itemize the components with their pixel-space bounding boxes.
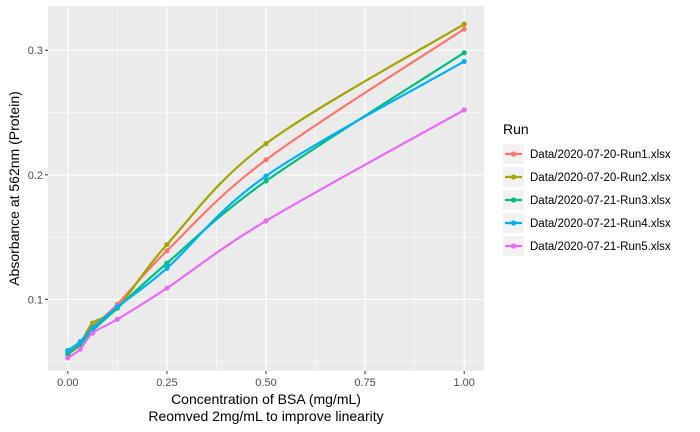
data-point-run-5	[114, 316, 120, 322]
data-point-run-4	[89, 325, 96, 331]
legend-key-point	[510, 151, 517, 157]
x-axis-ticks: 0.00 0.25 0.50 0.75 1.00	[57, 371, 475, 389]
series-layer	[65, 21, 467, 361]
data-point-run-3	[461, 50, 467, 56]
data-point-run-3	[164, 260, 170, 266]
legend-key-point	[510, 197, 517, 203]
y-axis-title: Absorbance at 562nm (Protein)	[6, 91, 22, 286]
y-axis-ticks: 0.1 0.2 0.3	[28, 45, 48, 306]
data-point-run-5	[89, 330, 96, 336]
data-point-run-2	[89, 320, 96, 326]
data-point-run-3	[263, 178, 269, 184]
data-point-run-2	[164, 241, 170, 248]
legend-label-run-5: Data/2020-07-21-Run5.xlsx	[530, 241, 671, 253]
data-point-run-4	[114, 304, 120, 310]
data-point-run-4	[263, 173, 269, 179]
data-point-run-2	[263, 141, 269, 147]
data-point-run-2	[461, 21, 467, 27]
legend-key-point	[510, 174, 517, 180]
x-tick-label: 1.00	[453, 377, 474, 389]
y-tick-label: 0.1	[28, 294, 43, 306]
data-point-run-1	[461, 26, 467, 32]
legend-label-run-1: Data/2020-07-20-Run1.xlsx	[530, 149, 671, 161]
data-point-run-4	[65, 347, 71, 354]
data-point-run-4	[77, 339, 83, 345]
x-tick-label: 0.50	[255, 377, 276, 389]
data-point-run-1	[263, 157, 269, 163]
data-point-run-5	[65, 355, 71, 361]
legend-label-run-4: Data/2020-07-21-Run4.xlsx	[530, 218, 671, 230]
legend-key-point	[510, 243, 517, 249]
y-tick-label: 0.2	[28, 170, 43, 182]
x-axis-subtitle: Reomved 2mg/mL to improve linearity	[148, 408, 383, 424]
legend-key-point	[510, 220, 517, 226]
data-point-run-3	[65, 351, 71, 357]
legend-label-run-3: Data/2020-07-21-Run3.xlsx	[530, 195, 671, 207]
data-point-run-5	[461, 107, 467, 113]
data-point-run-5	[263, 218, 269, 224]
y-tick-label: 0.3	[28, 45, 43, 57]
data-point-run-5	[77, 346, 83, 352]
legend-label-run-2: Data/2020-07-20-Run2.xlsx	[530, 172, 671, 184]
x-tick-label: 0.00	[57, 377, 78, 389]
x-tick-label: 0.25	[156, 377, 177, 389]
legend-title: Run	[503, 121, 529, 137]
x-tick-label: 0.75	[354, 377, 375, 389]
data-point-run-4	[164, 265, 170, 271]
legend: Run Data/2020-07-20-Run1.xlsx Data/2020-0…	[503, 121, 671, 256]
data-point-run-4	[461, 58, 467, 65]
data-point-run-1	[164, 248, 170, 254]
data-point-run-5	[164, 285, 170, 291]
x-axis-title: Concentration of BSA (mg/mL)	[171, 391, 361, 407]
